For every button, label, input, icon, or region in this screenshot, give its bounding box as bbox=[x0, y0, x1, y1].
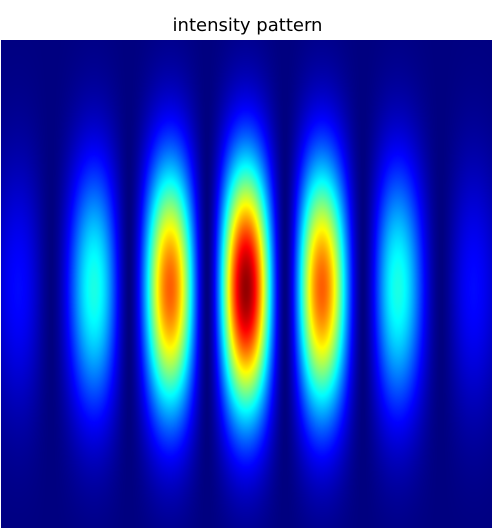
plot-title: intensity pattern bbox=[0, 14, 492, 38]
intensity-pattern-image bbox=[1, 40, 492, 528]
intensity-heatmap bbox=[1, 40, 492, 528]
